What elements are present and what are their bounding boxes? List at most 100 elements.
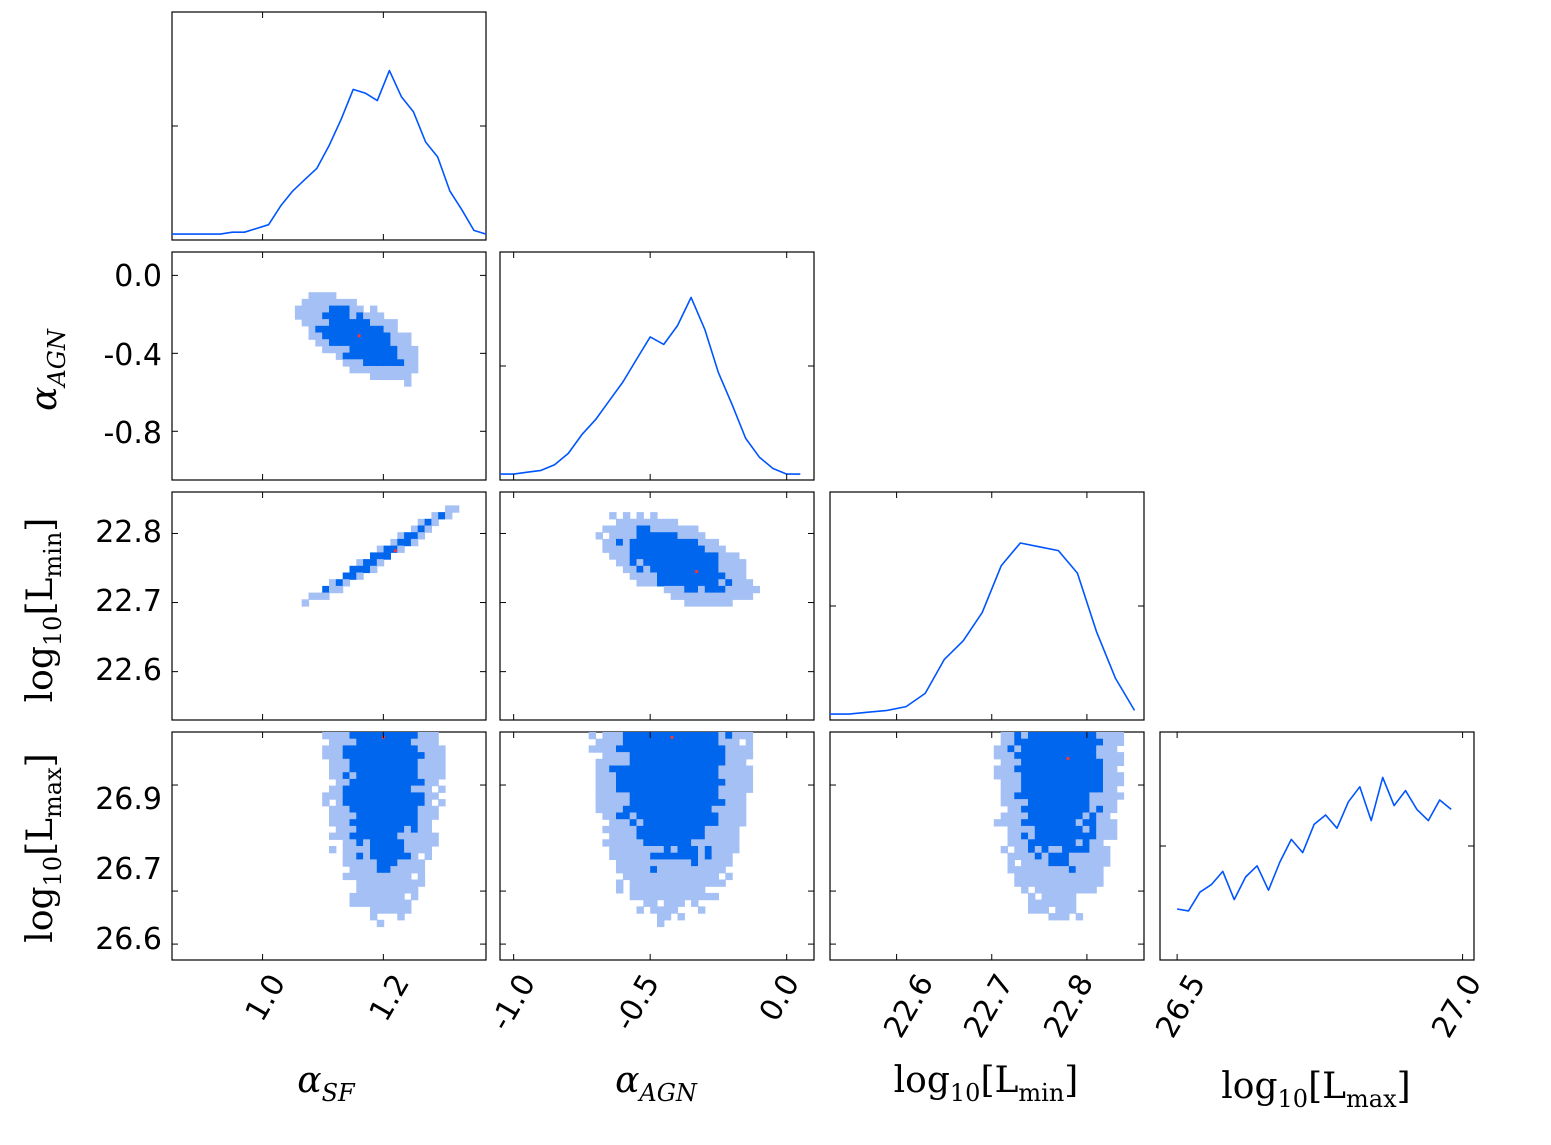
density-cell-outer [677,859,685,867]
density-cell-inner [622,805,631,814]
density-cell-inner [650,812,658,820]
density-cell-inner [1034,812,1043,820]
density-cell-inner [1068,812,1077,820]
density-cell-outer [376,872,385,881]
density-cell-outer [698,846,706,854]
density-cell-outer [691,892,699,901]
density-cell-inner [704,819,713,827]
density-cell-inner [677,752,685,760]
density-cell-outer [301,298,310,307]
density-cell-inner [1082,732,1090,740]
density-cell-outer [738,572,747,580]
density-cell-inner [376,785,385,793]
density-cell-outer [616,532,624,540]
density-cell-inner [636,545,644,553]
density-cell-inner [629,785,638,793]
density-cell-inner [1089,752,1097,760]
density-cell-inner [390,772,398,780]
density-cell-inner [1021,819,1029,827]
density-cell-outer [1089,866,1097,874]
density-cell-outer [1103,846,1111,854]
density-cell-outer [390,339,398,347]
density-cell-outer [1103,772,1111,780]
density-cell-outer [595,758,603,767]
density-cell-outer [342,765,351,773]
y-axis-label-alpha-agn: αAGN [24,328,71,411]
density-cell-inner [417,799,426,807]
density-cell-outer [609,846,617,854]
density-cell-inner [691,559,699,567]
density-cell-outer [329,345,337,354]
density-cell-outer [335,585,344,594]
density-cell-outer [404,886,412,894]
density-cell-inner [670,572,679,580]
density-cell-outer [1055,846,1063,854]
density-cell-inner [684,825,692,834]
density-cell-outer [1062,866,1070,874]
density-cell-inner [1089,785,1097,793]
density-cell-inner [356,345,364,354]
density-cell-inner [383,846,391,854]
density-cell-inner [383,839,391,847]
density-cell-outer [684,872,692,881]
density-cell-inner [636,799,644,807]
density-cell-outer [370,906,378,914]
density-cell-outer [738,579,747,587]
density-cell-inner [383,799,391,807]
density-cell-inner [704,745,713,753]
density-cell-inner [363,319,371,327]
density-cell-outer [370,872,378,881]
density-cell-inner [1055,859,1063,867]
density-cell-inner [684,805,692,814]
density-cell-outer [1021,812,1029,820]
density-cell-outer [349,772,357,780]
density-cell-outer [438,772,446,780]
density-cell-outer [1014,825,1022,834]
density-cell-inner [397,805,405,814]
density-cell-inner [643,538,651,547]
density-cell-outer [718,846,726,854]
density-cell-outer [1000,799,1009,807]
density-cell-inner [410,772,419,780]
density-cell-inner [349,778,357,787]
density-cell-outer [424,738,432,746]
density-cell-outer [616,846,624,854]
density-cell-inner [1055,805,1063,814]
density-cell-outer [616,732,624,740]
density-cell-outer [609,538,617,547]
density-cell-inner [390,545,398,553]
density-cell-outer [1089,886,1097,894]
density-cell-outer [1068,879,1077,887]
density-cell-inner [1028,745,1036,753]
density-cell-inner [383,359,391,367]
density-cell-inner [1075,765,1084,773]
density-cell-outer [1068,852,1077,860]
density-cell-outer [356,846,364,854]
density-cell-inner [684,778,692,787]
density-cell-outer [410,852,419,860]
density-cell-inner [376,752,385,760]
density-cell-outer [622,559,631,567]
density-cell-outer [677,592,685,600]
density-cell-outer [732,785,740,793]
density-cell-inner [370,752,378,760]
density-cell-inner [643,819,651,827]
density-cell-outer [684,599,692,607]
density-cell-inner [670,819,679,827]
density-cell-inner [1041,819,1049,827]
density-cell-outer [725,792,733,800]
density-cell-outer [1068,906,1077,914]
density-cell-inner [663,825,672,834]
density-cell-outer [718,599,726,607]
density-cell-outer [397,899,405,907]
density-cell-outer [732,565,740,574]
density-cell-outer [711,599,719,607]
density-cell-inner [657,832,665,840]
density-cell-inner [376,805,385,814]
density-cell-inner [383,859,391,867]
density-cell-outer [602,792,610,800]
density-cell-inner [1055,832,1063,840]
density-cell-inner [704,552,713,560]
density-cell-inner [663,785,672,793]
density-cell-inner [691,565,699,574]
